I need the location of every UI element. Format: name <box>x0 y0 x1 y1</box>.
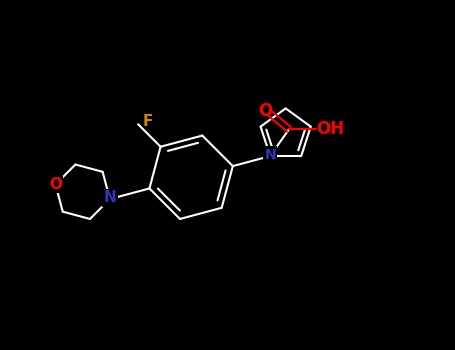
Text: N: N <box>264 148 276 162</box>
Text: F: F <box>143 114 153 130</box>
Text: N: N <box>104 190 116 205</box>
Text: O: O <box>258 102 273 120</box>
Text: O: O <box>49 177 62 192</box>
Text: OH: OH <box>316 120 344 138</box>
